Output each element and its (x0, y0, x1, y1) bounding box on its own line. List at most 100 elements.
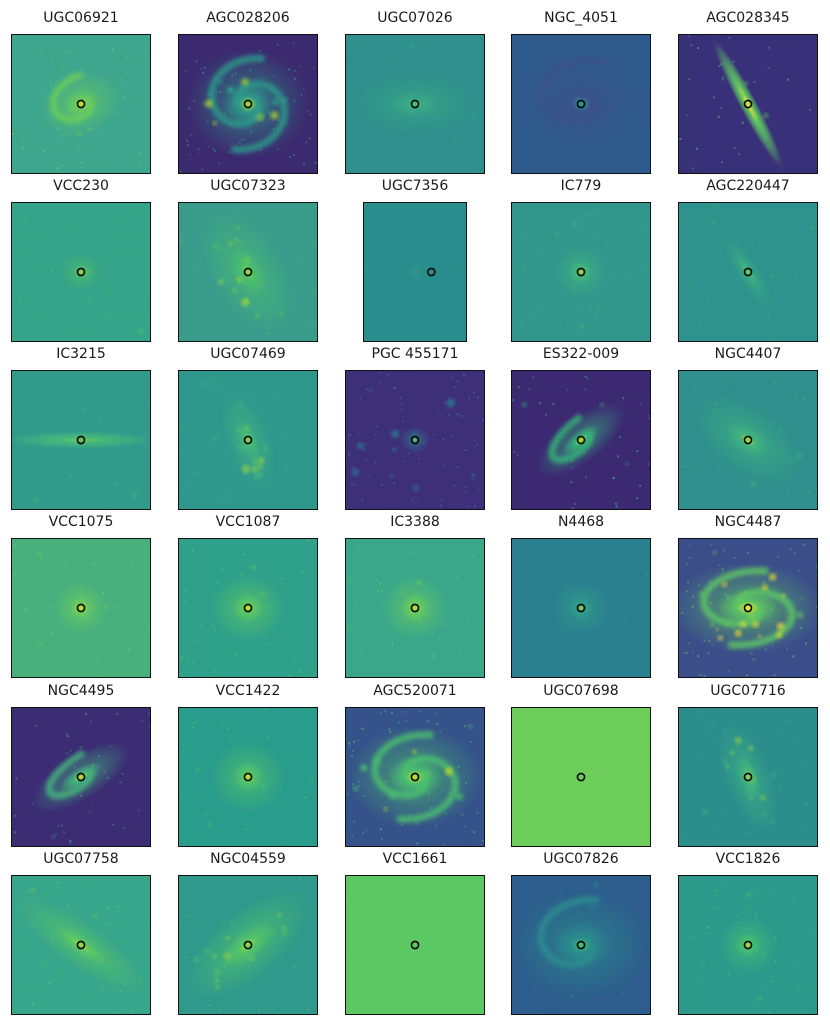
center-marker (76, 940, 86, 950)
galaxy-panel: NGC4495 (11, 683, 151, 847)
galaxy-panel: IC3215 (11, 346, 151, 510)
panel-title: UGC07323 (210, 178, 286, 194)
center-marker (76, 603, 86, 613)
center-marker (410, 435, 420, 445)
galaxy-panel: IC779 (511, 178, 651, 342)
center-marker (743, 603, 753, 613)
galaxy-svg (14, 877, 150, 1014)
panel-title: VCC1826 (715, 851, 781, 867)
center-marker (243, 99, 253, 109)
galaxy-image (511, 707, 651, 847)
panel-title: NGC_4051 (544, 10, 618, 26)
galaxy-svg (179, 211, 317, 341)
galaxy-panel: AGC028206 (178, 10, 318, 174)
panel-title: NGC4495 (47, 683, 115, 699)
galaxy-svg (512, 877, 650, 1014)
panel-title: N4468 (557, 514, 605, 530)
galaxy-panel: UGC07826 (511, 851, 651, 1015)
galaxy-image (511, 202, 651, 342)
galaxy-svg (347, 547, 484, 677)
panel-title: VCC1075 (48, 514, 114, 530)
galaxy-svg (364, 205, 465, 341)
center-marker (743, 772, 753, 782)
center-marker (576, 267, 586, 277)
center-marker (576, 603, 586, 613)
center-marker (576, 99, 586, 109)
galaxy-svg (512, 708, 650, 846)
galaxy-panel: UGC07323 (178, 178, 318, 342)
galaxy-image (11, 707, 151, 847)
panel-title: IC3215 (56, 346, 106, 362)
panel-title: UGC07469 (210, 346, 286, 362)
center-marker (410, 99, 420, 109)
center-marker (76, 267, 86, 277)
galaxy-image (511, 34, 651, 174)
galaxy-image (11, 538, 151, 678)
center-marker (743, 435, 753, 445)
galaxy-image (511, 370, 651, 510)
galaxy-panel: VCC1826 (678, 851, 818, 1015)
panel-title: IC3388 (390, 514, 440, 530)
panel-title: UGC07026 (377, 10, 453, 26)
galaxy-image (678, 34, 818, 174)
galaxy-svg (512, 39, 650, 173)
galaxy-panel: UGC07026 (345, 10, 485, 174)
galaxy-image (11, 202, 151, 342)
panel-title: VCC230 (53, 178, 109, 194)
galaxy-image (345, 370, 485, 510)
galaxy-image (678, 370, 818, 510)
center-marker (243, 772, 253, 782)
galaxy-panel: VCC1075 (11, 514, 151, 678)
center-marker (410, 940, 420, 950)
galaxy-image (678, 538, 818, 678)
galaxy-panel: NGC4487 (678, 514, 818, 678)
galaxy-svg (346, 371, 484, 509)
galaxy-panel: UGC07469 (178, 346, 318, 510)
center-marker (243, 267, 253, 277)
galaxy-image (345, 34, 485, 174)
galaxy-svg (682, 882, 815, 1014)
panel-title: UGC07698 (543, 683, 619, 699)
center-marker (743, 940, 753, 950)
galaxy-panel: UGC7356 (345, 178, 485, 342)
center-marker (76, 772, 86, 782)
galaxy-svg (679, 35, 814, 172)
galaxy-image (178, 370, 318, 510)
galaxy-image (511, 875, 651, 1015)
center-marker (243, 940, 253, 950)
panel-title: NGC4407 (714, 346, 782, 362)
galaxy-svg (12, 46, 150, 170)
galaxy-panel: UGC07698 (511, 683, 651, 847)
galaxy-image (178, 538, 318, 678)
panel-title: VCC1087 (215, 514, 281, 530)
galaxy-image (345, 875, 485, 1015)
galaxy-svg (346, 876, 484, 1014)
panel-title: NGC4487 (714, 514, 782, 530)
galaxy-svg (679, 203, 817, 341)
panel-title: AGC028345 (706, 10, 790, 26)
galaxy-panel: VCC1087 (178, 514, 318, 678)
center-marker (410, 772, 420, 782)
galaxy-image (178, 34, 318, 174)
galaxy-svg (512, 539, 648, 677)
center-marker (743, 99, 753, 109)
panel-title: AGC028206 (206, 10, 290, 26)
center-marker (243, 603, 253, 613)
galaxy-svg (679, 539, 817, 677)
panel-title: ES322-009 (542, 346, 620, 362)
galaxy-panel: AGC028345 (678, 10, 818, 174)
galaxy-panel: NGC4407 (678, 346, 818, 510)
galaxy-image (11, 875, 151, 1015)
panel-title: UGC7356 (381, 178, 449, 194)
galaxy-panel: UGC07758 (11, 851, 151, 1015)
panel-title: VCC1661 (382, 851, 448, 867)
galaxy-image (678, 202, 818, 342)
center-marker (576, 772, 586, 782)
galaxy-panel: VCC1422 (178, 683, 318, 847)
galaxy-svg (179, 878, 317, 1014)
center-marker (243, 435, 253, 445)
galaxy-image (678, 875, 818, 1015)
galaxy-image (178, 875, 318, 1015)
galaxy-svg (346, 708, 484, 846)
galaxy-svg (679, 376, 817, 497)
